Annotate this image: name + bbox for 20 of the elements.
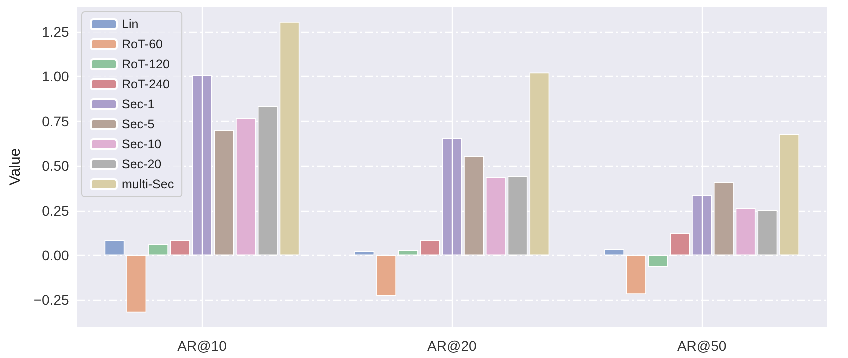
y-tick-label: 0.00 [42, 247, 70, 264]
legend-label: Lin [122, 18, 139, 32]
x-tick-label: AR@20 [428, 338, 477, 354]
legend-label: RoT-240 [122, 78, 170, 92]
y-tick-label: −0.25 [34, 292, 70, 308]
legend-label: Sec-1 [122, 98, 155, 112]
y-tick-label: 1.25 [42, 24, 70, 40]
legend-label: RoT-120 [122, 58, 170, 72]
y-axis-title: Value [7, 148, 24, 186]
x-tick-label: AR@50 [677, 338, 727, 354]
legend-label: Sec-20 [122, 158, 162, 172]
legend-label: multi-Sec [122, 178, 174, 192]
legend-label: RoT-60 [122, 38, 164, 52]
legend-label: Sec-5 [122, 118, 155, 132]
y-tick-label: 0.50 [42, 158, 70, 174]
legend-label: Sec-10 [122, 138, 162, 152]
y-tick-label: 0.75 [42, 113, 70, 130]
y-tick-label: 1.00 [42, 68, 70, 85]
x-tick-label: AR@10 [178, 338, 228, 354]
y-tick-label: 0.25 [42, 202, 70, 219]
